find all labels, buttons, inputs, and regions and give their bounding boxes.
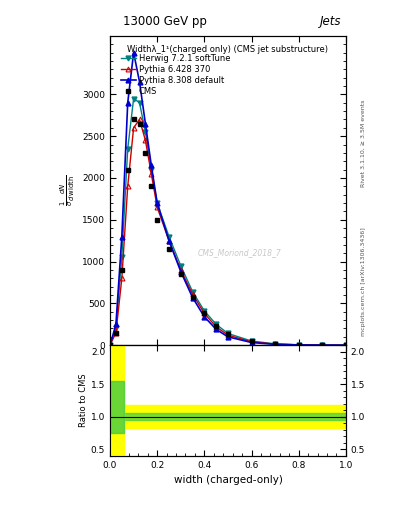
Text: Jets: Jets (320, 15, 342, 28)
Pythia 8.308 default (125, 100, 130, 106)
Herwig 7.2.1 softTune (114, 326, 118, 332)
Pythia 6.428 370 (226, 332, 230, 338)
Pythia 6.428 370 (167, 238, 171, 244)
Pythia 8.308 default (343, 342, 348, 348)
Herwig 7.2.1 softTune (202, 308, 207, 314)
Pythia 6.428 370 (155, 204, 160, 210)
Pythia 8.308 default (143, 120, 148, 126)
Pythia 6.428 370 (190, 291, 195, 297)
Pythia 6.428 370 (143, 137, 148, 143)
Legend: Herwig 7.2.1 softTune, Pythia 6.428 370, Pythia 8.308 default, CMS: Herwig 7.2.1 softTune, Pythia 6.428 370,… (119, 52, 232, 98)
Pythia 6.428 370 (296, 342, 301, 348)
Pythia 6.428 370 (214, 324, 219, 330)
Pythia 8.308 default (167, 238, 171, 244)
Herwig 7.2.1 softTune (137, 100, 142, 106)
Text: CMS_Moriond_2018_7: CMS_Moriond_2018_7 (198, 248, 282, 257)
Y-axis label: $\frac{1}{\sigma}\frac{dN}{d\,\mathrm{width}}$: $\frac{1}{\sigma}\frac{dN}{d\,\mathrm{wi… (59, 175, 77, 206)
Herwig 7.2.1 softTune (143, 129, 148, 135)
Pythia 8.308 default (114, 321, 118, 327)
Line: Pythia 8.308 default: Pythia 8.308 default (108, 50, 348, 348)
Pythia 8.308 default (155, 200, 160, 206)
Herwig 7.2.1 softTune (108, 342, 112, 348)
Line: Pythia 6.428 370: Pythia 6.428 370 (108, 117, 348, 348)
Herwig 7.2.1 softTune (296, 342, 301, 348)
Pythia 8.308 default (137, 79, 142, 85)
Pythia 8.308 default (296, 342, 301, 348)
Pythia 6.428 370 (119, 275, 124, 282)
Line: Herwig 7.2.1 softTune: Herwig 7.2.1 softTune (108, 96, 348, 348)
Pythia 6.428 370 (249, 339, 254, 345)
Pythia 6.428 370 (125, 183, 130, 189)
Herwig 7.2.1 softTune (131, 95, 136, 101)
Herwig 7.2.1 softTune (249, 338, 254, 344)
Y-axis label: Ratio to CMS: Ratio to CMS (79, 374, 88, 427)
Text: 13000 GeV pp: 13000 GeV pp (123, 15, 207, 28)
Herwig 7.2.1 softTune (149, 166, 154, 173)
Text: Rivet 3.1.10, ≥ 3.5M events: Rivet 3.1.10, ≥ 3.5M events (361, 100, 366, 187)
Pythia 8.308 default (178, 269, 183, 275)
Text: mcplots.cern.ch [arXiv:1306.3436]: mcplots.cern.ch [arXiv:1306.3436] (361, 227, 366, 336)
Herwig 7.2.1 softTune (320, 342, 325, 348)
Pythia 6.428 370 (131, 125, 136, 131)
Pythia 6.428 370 (114, 330, 118, 336)
Pythia 8.308 default (108, 342, 112, 348)
Herwig 7.2.1 softTune (273, 341, 277, 347)
Pythia 6.428 370 (202, 310, 207, 316)
Pythia 6.428 370 (178, 267, 183, 273)
Herwig 7.2.1 softTune (178, 263, 183, 269)
Pythia 8.308 default (226, 334, 230, 340)
Herwig 7.2.1 softTune (226, 330, 230, 336)
Pythia 8.308 default (119, 233, 124, 240)
Pythia 8.308 default (131, 50, 136, 56)
Herwig 7.2.1 softTune (119, 254, 124, 261)
Pythia 6.428 370 (320, 342, 325, 348)
Pythia 8.308 default (202, 314, 207, 320)
Pythia 6.428 370 (149, 170, 154, 177)
Pythia 8.308 default (149, 162, 154, 168)
Herwig 7.2.1 softTune (155, 200, 160, 206)
Herwig 7.2.1 softTune (214, 321, 219, 327)
Pythia 8.308 default (320, 342, 325, 348)
Pythia 6.428 370 (343, 342, 348, 348)
Pythia 6.428 370 (273, 341, 277, 347)
Text: Widthλ_1¹(charged only) (CMS jet substructure): Widthλ_1¹(charged only) (CMS jet substru… (127, 45, 329, 54)
Herwig 7.2.1 softTune (167, 233, 171, 240)
Pythia 8.308 default (190, 294, 195, 301)
Pythia 8.308 default (273, 342, 277, 348)
Pythia 6.428 370 (108, 342, 112, 348)
X-axis label: width (charged-only): width (charged-only) (173, 475, 283, 485)
Herwig 7.2.1 softTune (125, 145, 130, 152)
Pythia 8.308 default (214, 326, 219, 332)
Herwig 7.2.1 softTune (190, 289, 195, 295)
Pythia 6.428 370 (137, 116, 142, 122)
Pythia 8.308 default (249, 339, 254, 346)
Herwig 7.2.1 softTune (343, 342, 348, 348)
